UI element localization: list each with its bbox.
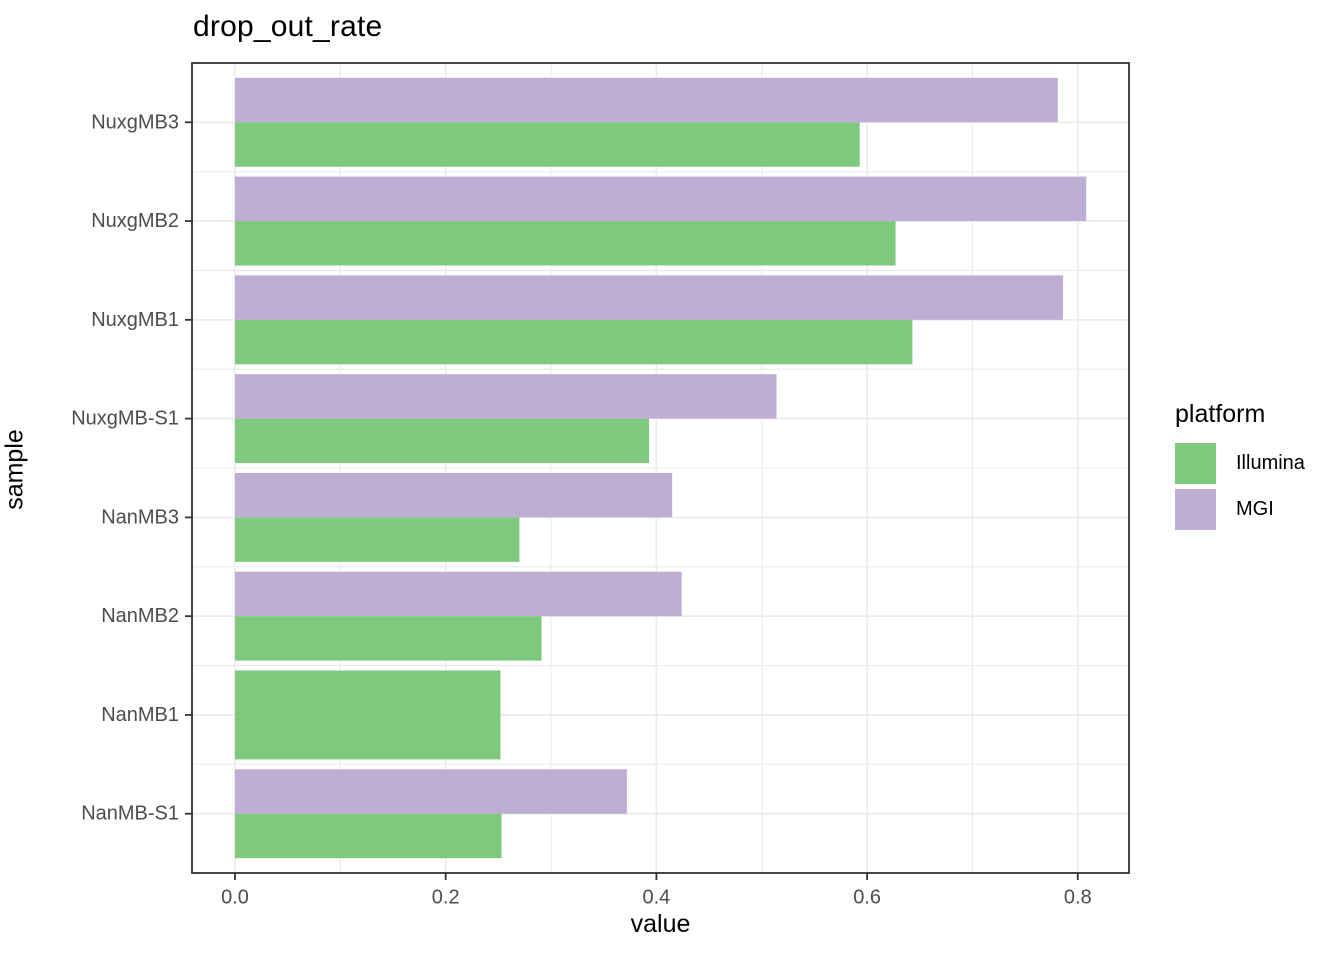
y-tick-label: NanMB1 xyxy=(101,704,179,726)
bar-mgi-nuxgmb-s1 xyxy=(234,374,777,419)
bar-illumina-nuxgmb-s1 xyxy=(234,418,650,464)
legend-label-mgi: MGI xyxy=(1236,498,1274,520)
bar-illumina-nuxgmb2 xyxy=(234,221,896,266)
legend-title: platform xyxy=(1175,400,1266,428)
y-tick-label: NuxgMB-S1 xyxy=(71,408,179,430)
bar-mgi-nanmb3 xyxy=(234,472,673,518)
panel-border xyxy=(191,62,1130,874)
x-tick-label: 0.6 xyxy=(853,887,881,909)
legend-item-mgi: MGI xyxy=(1175,489,1305,530)
legend-label-illumina: Illumina xyxy=(1236,452,1305,474)
y-tick-label: NuxgMB3 xyxy=(91,111,179,133)
legend: platform Illumina MGI xyxy=(1175,400,1305,535)
x-tick-label: 0.0 xyxy=(221,887,249,909)
bar-illumina-nuxgmb3 xyxy=(234,122,860,167)
legend-swatch-illumina-icon xyxy=(1175,443,1216,484)
bar-illumina-nuxgmb1 xyxy=(234,319,913,365)
bar-mgi-nuxgmb1 xyxy=(234,275,1064,320)
x-tick-label: 0.8 xyxy=(1064,887,1092,909)
x-axis-title: value xyxy=(630,910,691,938)
x-tick-label: 0.2 xyxy=(432,887,460,909)
y-tick-label: NanMB3 xyxy=(101,506,179,528)
y-tick-label: NuxgMB1 xyxy=(91,309,179,331)
bar-illumina-nanmb2 xyxy=(234,616,542,661)
y-axis-title: sample xyxy=(0,429,29,510)
bar-mgi-nanmb-s1 xyxy=(234,769,627,814)
legend-swatch-mgi-icon xyxy=(1175,489,1216,530)
legend-item-illumina: Illumina xyxy=(1175,443,1305,484)
x-tick-label: 0.4 xyxy=(642,887,670,909)
bar-illumina-nanmb3 xyxy=(234,517,520,562)
y-tick-label: NanMB2 xyxy=(101,605,179,627)
bar-illumina-nanmb1 xyxy=(234,670,501,760)
y-tick-label: NanMB-S1 xyxy=(81,803,179,825)
bar-mgi-nuxgmb3 xyxy=(234,77,1058,123)
chart-title: drop_out_rate xyxy=(193,10,383,43)
bar-mgi-nanmb2 xyxy=(234,571,682,617)
bar-illumina-nanmb-s1 xyxy=(234,813,502,859)
y-tick-label: NuxgMB2 xyxy=(91,210,179,232)
bar-mgi-nuxgmb2 xyxy=(234,176,1087,222)
